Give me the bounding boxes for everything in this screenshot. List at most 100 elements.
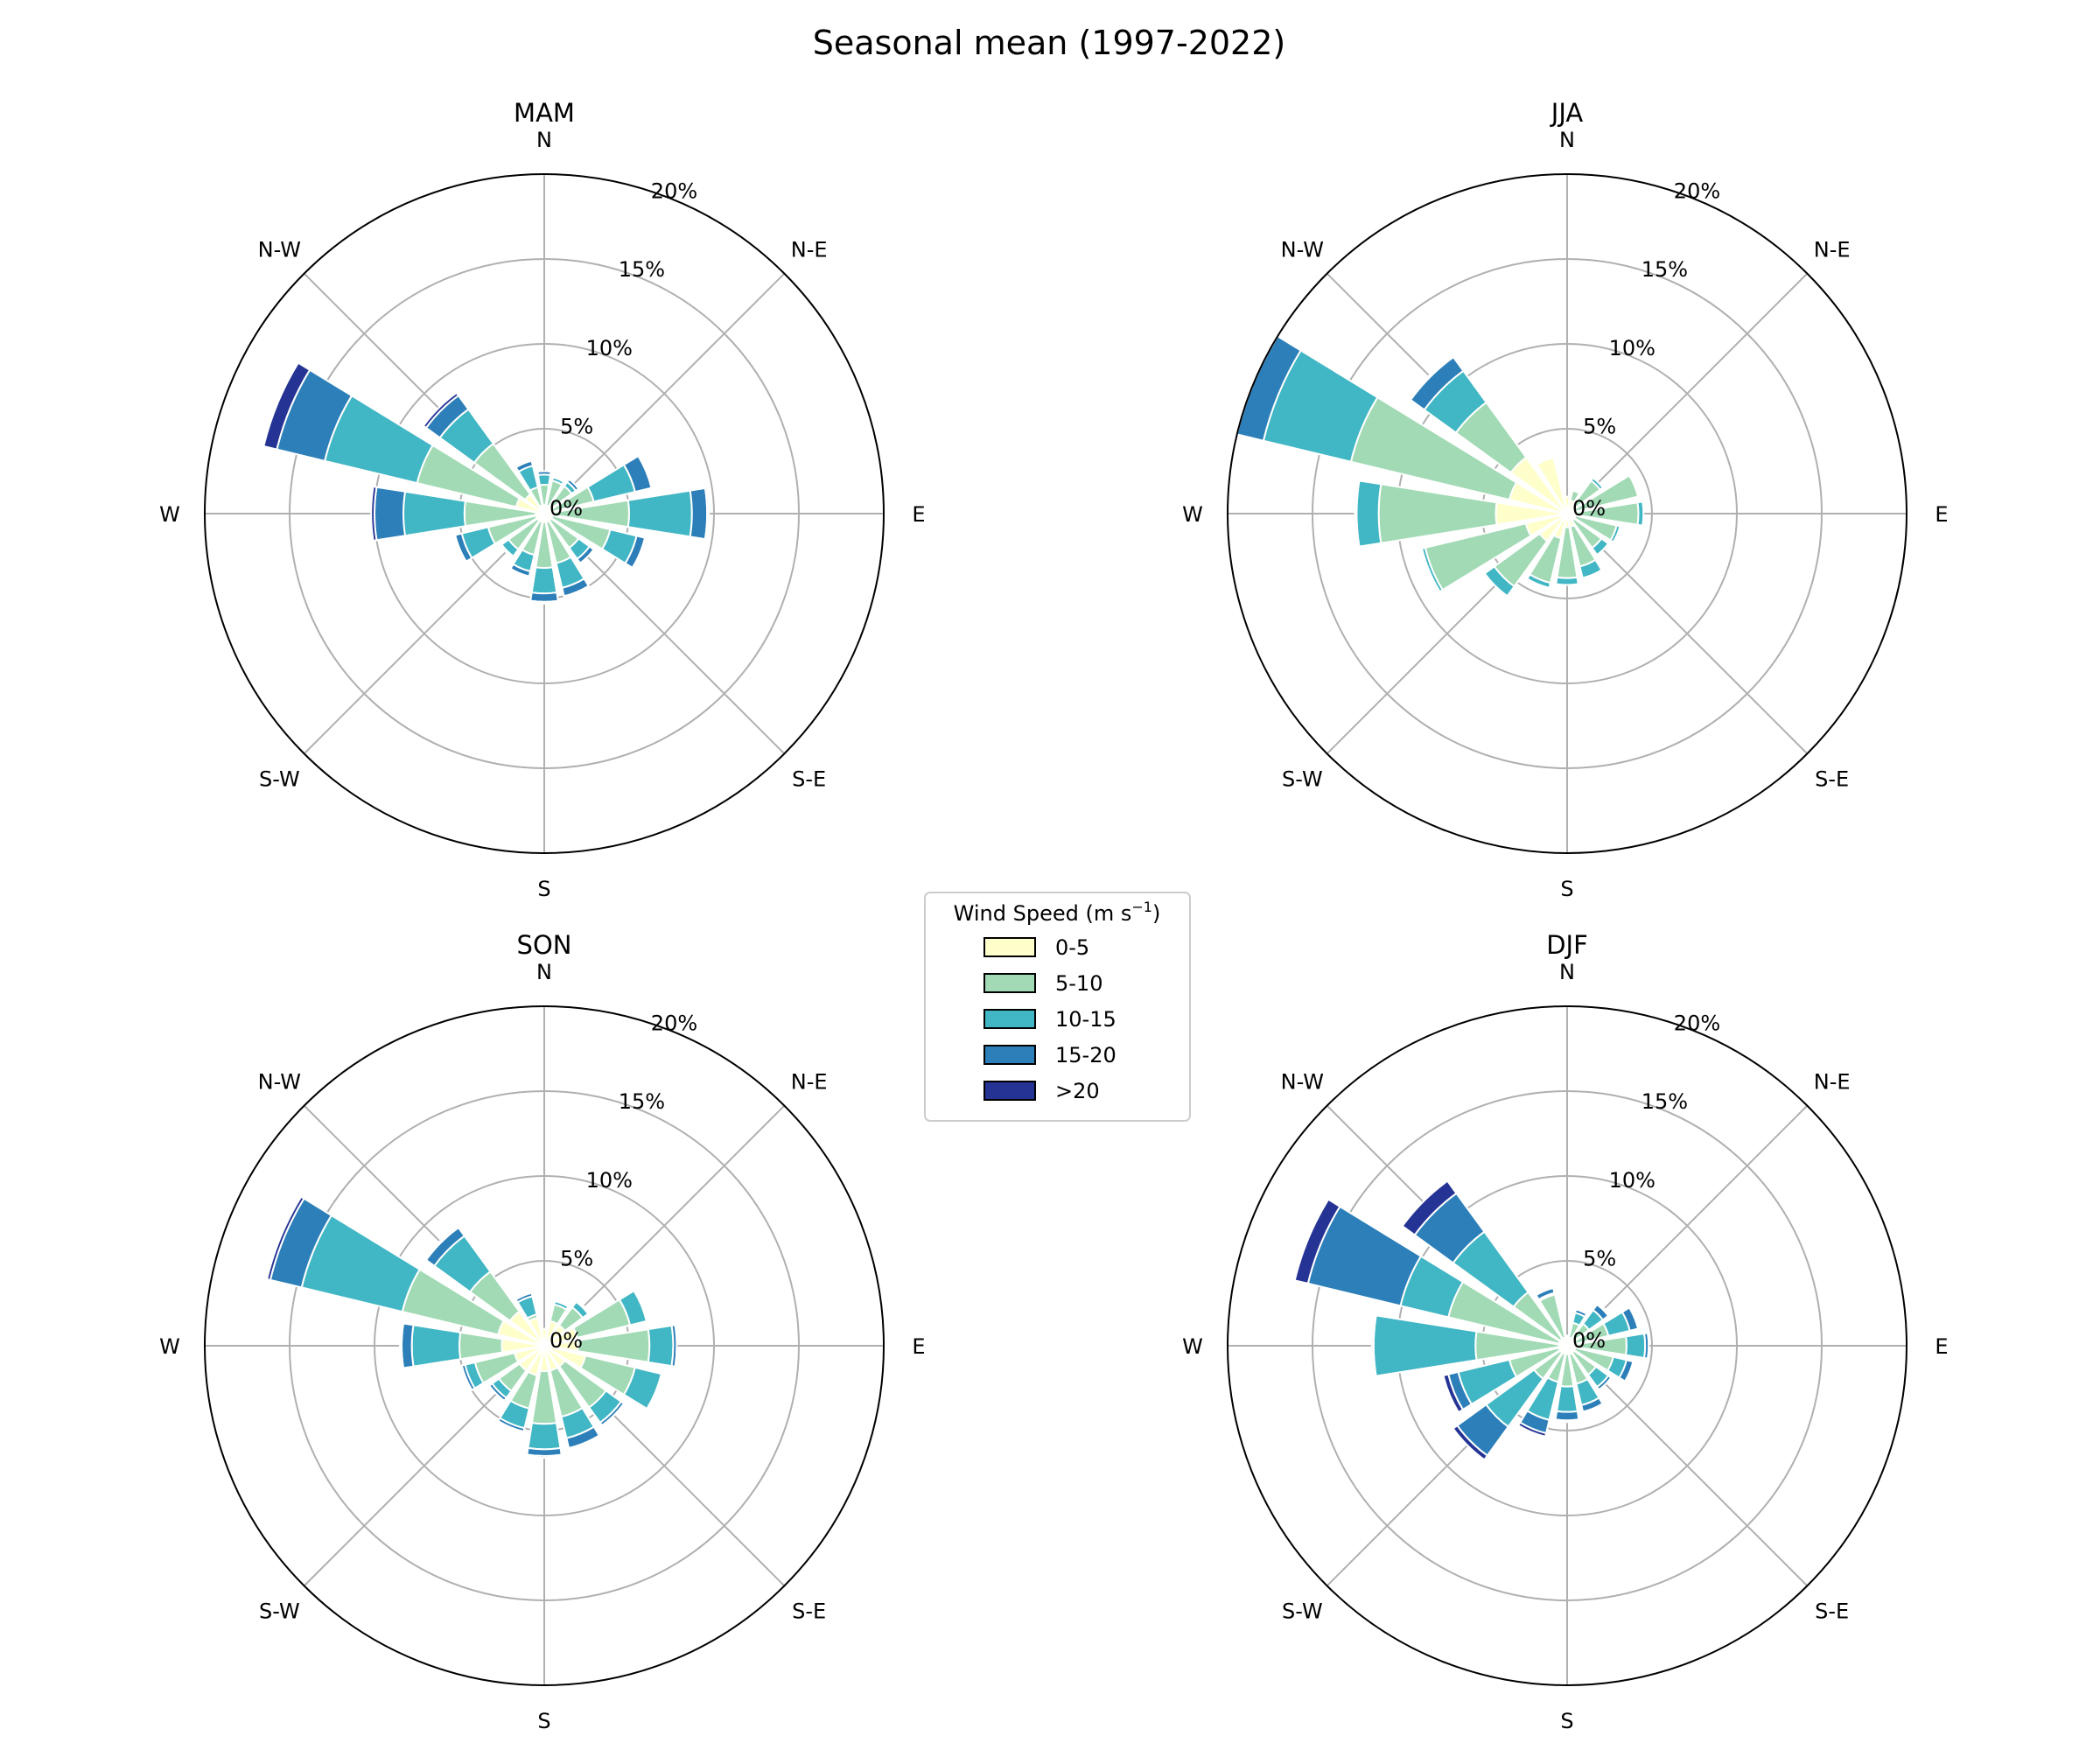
bar-15-20-135 [598,1400,626,1427]
legend: Wind Speed (m s−1) 0-5 5-10 10-15 15-20 >20 [924,892,1191,1122]
bar-10-15-90 [1624,1332,1647,1360]
direction-label-e: E [1935,1334,1948,1359]
bar-15-20-180 [1554,1410,1580,1422]
direction-label-s: S [1560,877,1573,901]
legend-items: 0-5 5-10 10-15 15-20 >20 [984,935,1116,1103]
bar-10-15-180 [1555,576,1579,586]
bar-gt20-202.5 [1516,1421,1548,1438]
bar-15-20-0 [536,470,552,477]
bar-15-20-67.5 [633,1288,650,1323]
bar-10-15-202.5 [1526,573,1552,590]
direction-label-s-w: S-W [259,767,300,792]
bar-15-20-202.5 [509,563,532,578]
bar-10-15-180 [530,566,558,595]
legend-swatch [984,1081,1036,1101]
radial-tick-label: 10% [586,336,633,360]
grid-spoke [1566,1345,1809,1587]
bar-15-20-247.5 [1418,547,1441,594]
bars [265,1195,678,1460]
bar-gt20-315 [422,391,460,430]
radial-tick-label: 10% [586,1168,633,1193]
radial-tick-label: 15% [619,1089,665,1114]
bar-10-15-90 [626,489,693,538]
bar-10-15-22.5 [553,1299,570,1311]
bar-gt20-292.5 [262,361,312,451]
direction-label-n-w: N-W [1281,1069,1324,1094]
bars [262,361,710,605]
direction-label-s-e: S-E [792,1600,826,1624]
bar-gt20-202.5 [495,1419,525,1435]
bar-15-20-22.5 [1573,1308,1588,1319]
bar-10-15-90 [647,1324,675,1368]
bar-10-15-270 [1355,480,1382,548]
bar-15-20-90 [1642,1332,1650,1360]
bar-10-15-45 [1590,476,1605,491]
bar-10-15-180 [1556,1384,1578,1413]
bar-gt20-247.5 [452,534,468,564]
bar-gt20-315 [1401,1180,1458,1236]
direction-label-s-w: S-W [259,1600,300,1624]
bar-10-15-0 [536,473,552,486]
direction-label-w: W [159,1334,180,1359]
radial-tick-label: 5% [560,414,593,438]
bar-gt20-157.5 [567,1434,602,1452]
direction-label-s: S [537,1709,550,1733]
direction-label-n-e: N-E [791,237,828,262]
direction-label-s-w: S-W [1282,1600,1323,1624]
direction-label-w: W [1182,502,1203,527]
direction-label-e: E [912,502,925,527]
direction-label-s: S [1560,1709,1573,1733]
legend-swatch [984,1009,1036,1029]
grid-spoke [543,272,786,514]
legend-swatch [984,937,1036,957]
radial-tick-label: 10% [1609,1168,1656,1193]
direction-label-e: E [1935,502,1948,527]
direction-label-n-e: N-E [1814,1069,1851,1094]
direction-label-s-e: S-E [792,767,826,792]
bar-10-15-22.5 [1572,487,1582,495]
direction-label-n: N [1559,960,1575,984]
grid-spoke [1566,513,1809,755]
radial-tick-label: 15% [1642,1089,1688,1114]
bar-10-15-270 [1372,1314,1478,1377]
bar-15-20-112.5 [646,1373,665,1411]
bar-gt20-112.5 [631,536,648,570]
bar-15-20-337.5 [1535,454,1555,466]
bar-15-20-157.5 [1581,569,1604,581]
legend-swatch [984,973,1036,993]
legend-label: 15-20 [1055,1043,1116,1068]
bar-10-15-90 [1636,500,1645,527]
direction-label-s: S [537,877,550,901]
direction-label-n: N [536,128,552,152]
bar-10-15-135 [1591,537,1610,556]
radial-tick-label: 0% [1572,496,1606,521]
bar-15-20-270 [401,1322,415,1369]
grid-spoke [303,513,545,755]
radial-tick-label: 20% [1674,179,1720,204]
bar-15-20-90 [689,486,709,541]
bar-gt20-157.5 [563,584,592,599]
bar-gt20-292.5 [1293,1198,1341,1285]
radial-tick-label: 5% [1583,414,1616,438]
windrose-panels: MAMNN-EES-ESS-WWN-W0%5%10%15%20%JJANN-EE… [159,98,1948,1733]
outer-rim [204,1005,885,1686]
bar-15-20-22.5 [551,474,566,483]
panel-title: DJF [1546,930,1588,960]
bar-gt20-315 [424,1225,460,1262]
bar-gt20-337.5 [514,458,533,469]
bar-15-20-270 [374,486,407,542]
bar-5-10-270 [458,1331,504,1361]
direction-label-s-w: S-W [1282,767,1323,792]
radial-tick-label: 20% [651,1012,697,1036]
grid-spoke [1566,272,1809,514]
bar-10-15-225 [1483,565,1516,598]
direction-label-e: E [912,1334,925,1359]
bar-15-20-225 [487,1382,508,1403]
bar-gt20-270 [399,1322,405,1369]
bar-0-5-0 [1563,495,1572,514]
legend-swatch [984,1045,1036,1065]
radial-tick-label: 5% [1583,1246,1616,1270]
